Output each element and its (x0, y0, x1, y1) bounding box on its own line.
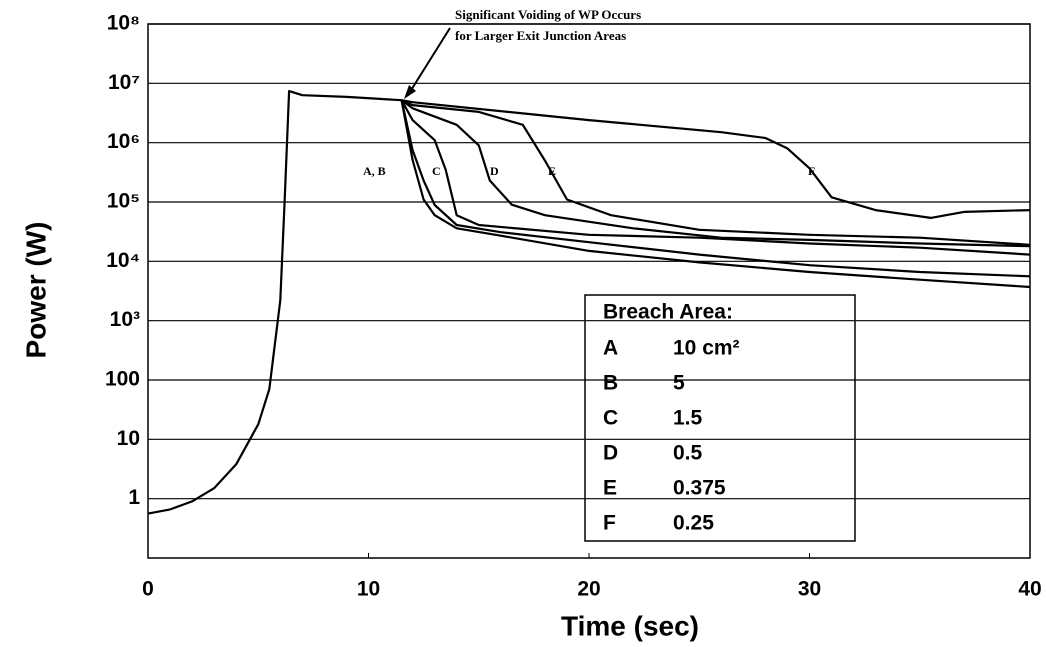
y-tick-label: 10 (117, 427, 140, 450)
legend-label: 0.5 (673, 442, 703, 465)
legend-key: A (603, 337, 618, 360)
legend-box (584, 294, 856, 542)
curve-label: F (808, 164, 815, 178)
y-tick-label: 10⁸ (107, 12, 140, 35)
y-tick-label: 10⁶ (107, 130, 140, 153)
legend-key: E (603, 477, 617, 500)
curve-label: E (548, 164, 556, 178)
legend-label: 10 cm² (673, 337, 740, 360)
legend-title: Breach Area: (603, 301, 733, 324)
x-tick-label: 20 (577, 578, 600, 601)
x-tick-label: 30 (798, 578, 821, 601)
x-tick-label: 0 (142, 578, 154, 601)
series-line (147, 90, 1031, 515)
y-tick-label: 1 (128, 486, 140, 509)
x-tick-label: 10 (357, 578, 380, 601)
series-line (400, 99, 1031, 278)
annotation-line: Significant Voiding of WP Occurs (455, 7, 641, 22)
curve-label: A, B (363, 164, 386, 178)
y-tick-label: 10⁵ (107, 190, 140, 213)
annotation-arrow (407, 27, 451, 96)
y-tick-label: 100 (105, 368, 140, 391)
y-tick-label: 10⁷ (108, 71, 140, 94)
legend-key: B (603, 372, 618, 395)
curve-label: C (432, 164, 441, 178)
legend-key: C (603, 407, 618, 430)
annotation-line: for Larger Exit Junction Areas (455, 28, 626, 43)
annotation-arrowhead (404, 85, 416, 99)
legend-key: F (603, 512, 616, 535)
legend-label: 5 (673, 372, 685, 395)
x-axis-title: Time (sec) (561, 610, 699, 641)
legend-key: D (603, 442, 618, 465)
y-tick-label: 10³ (110, 308, 140, 331)
x-tick-label: 40 (1018, 578, 1041, 601)
legend-label: 0.375 (673, 477, 726, 500)
curve-label: D (490, 164, 499, 178)
y-axis-title: Power (W) (20, 222, 51, 359)
legend-label: 1.5 (673, 407, 703, 430)
series-line (400, 99, 1031, 256)
series-line (401, 99, 1031, 219)
series-line (401, 99, 1031, 246)
y-tick-label: 10⁴ (106, 249, 140, 272)
series-line (400, 99, 1031, 248)
legend-label: 0.25 (673, 512, 714, 535)
